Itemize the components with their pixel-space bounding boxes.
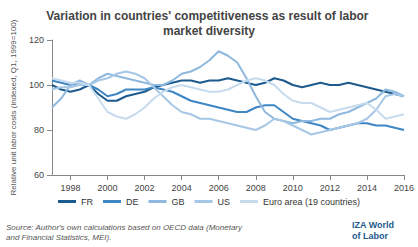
svg-text:2016: 2016 (394, 183, 414, 193)
svg-text:Source: Author's own calculati: Source: Author's own calculations based … (6, 223, 244, 232)
svg-text:100: 100 (29, 80, 44, 90)
svg-text:Variation in countries' compet: Variation in countries' competitiveness … (46, 9, 372, 23)
svg-text:FR: FR (81, 197, 93, 207)
svg-text:Relative unit labor costs (ind: Relative unit labor costs (indexed, Q1, … (9, 19, 18, 195)
svg-text:2008: 2008 (246, 183, 266, 193)
svg-text:Euro area (19 countries): Euro area (19 countries) (263, 197, 360, 207)
svg-text:60: 60 (34, 170, 44, 180)
svg-text:2012: 2012 (320, 183, 340, 193)
svg-text:US: US (217, 197, 230, 207)
svg-text:1998: 1998 (60, 183, 80, 193)
svg-text:2010: 2010 (283, 183, 303, 193)
svg-text:and Financial Statistics, MEI): and Financial Statistics, MEI). (6, 233, 111, 242)
svg-text:2004: 2004 (172, 183, 192, 193)
svg-text:2000: 2000 (97, 183, 117, 193)
svg-text:2006: 2006 (209, 183, 229, 193)
svg-text:GB: GB (171, 197, 184, 207)
svg-text:120: 120 (29, 35, 44, 45)
svg-text:2014: 2014 (357, 183, 377, 193)
svg-text:market diversity: market diversity (163, 24, 255, 38)
svg-text:2002: 2002 (135, 183, 155, 193)
svg-text:DE: DE (126, 197, 139, 207)
svg-text:of Labor: of Labor (352, 231, 388, 241)
svg-text:80: 80 (34, 125, 44, 135)
svg-text:IZA World: IZA World (352, 220, 397, 230)
